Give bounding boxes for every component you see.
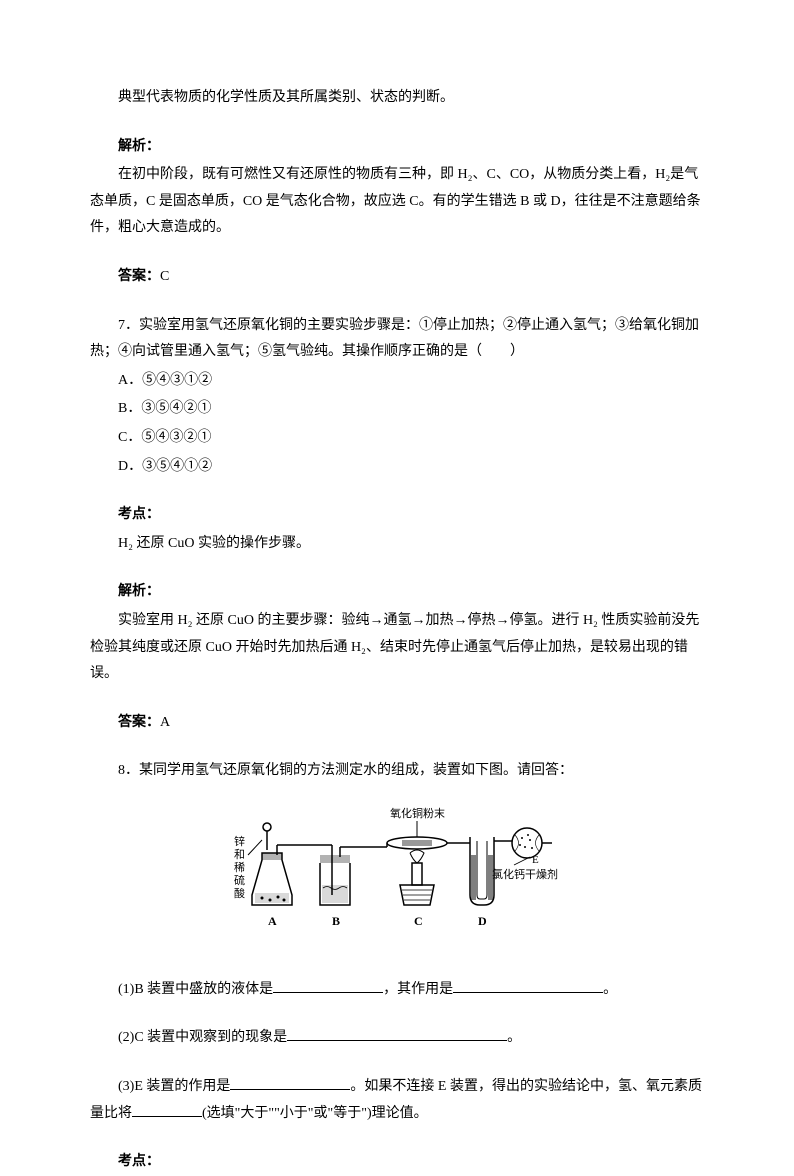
answer-line-7: 答案：A [90,710,704,737]
blank-3[interactable] [287,1027,507,1041]
label-right-2: 氯化钙干燥剂 [492,867,558,881]
q8-2-suffix: 。 [507,1030,521,1045]
option-d: D．③⑤④①② [90,454,704,481]
q8-1-prefix: (1)B 装置中盛放的液体是 [118,982,273,997]
intro-line: 典型代表物质的化学性质及其所属类别、状态的判断。 [90,85,704,112]
q8-1-mid: ，其作用是 [383,982,453,997]
option-b: B．③⑤④②① [90,396,704,423]
diagram-svg: 氧化铜粉末 锌 和 稀 硫 酸 [232,805,562,955]
label-left-5: 酸 [234,886,245,900]
label-top: 氧化铜粉末 [390,806,445,820]
label-d: D [478,914,487,928]
q8-sub1: (1)B 装置中盛放的液体是 ，其作用是 。 [90,977,704,1004]
option-c: C．⑤④③②① [90,425,704,452]
analysis-label-7: 解析： [90,579,704,606]
label-left-2: 和 [234,848,245,861]
label-left-3: 稀 [234,861,245,874]
answer-label-6: 答案： [118,269,160,284]
question8-stem: 8．某同学用氢气还原氧化铜的方法测定水的组成，装置如下图。请回答： [90,758,704,785]
label-e: E [532,854,539,866]
answer-line-6: 答案：C [90,264,704,291]
q8-sub2: (2)C 装置中观察到的现象是 。 [90,1025,704,1052]
analysis-text-7: 实验室用 H₂ 还原 CuO 的主要步骤：验纯→通氢→加热→停热→停氢。进行 H… [90,608,704,688]
blank-5[interactable] [132,1103,202,1117]
label-left-1: 锌 [234,834,245,848]
q8-sub3: (3)E 装置的作用是。如果不连接 E 装置，得出的实验结论中，氢、氧元素质量比… [90,1074,704,1127]
label-b: B [332,914,340,928]
answer-value-6: C [160,269,169,284]
option-a: A．⑤④③①② [90,368,704,395]
blank-4[interactable] [230,1076,350,1090]
label-a: A [268,914,277,928]
analysis-label-6: 解析： [90,134,704,161]
q8-1-suffix: 。 [603,982,617,997]
q8-3-prefix: (3)E 装置的作用是 [118,1079,230,1094]
answer-value-7: A [160,715,170,730]
answer-label-7: 答案： [118,715,160,730]
kaodian-label-7: 考点： [90,502,704,529]
kaodian-text-7: H₂ 还原 CuO 实验的操作步骤。 [90,531,704,558]
question7-stem: 7．实验室用氢气还原氧化铜的主要实验步骤是：①停止加热；②停止通入氢气；③给氧化… [90,313,704,366]
q8-3-mid2: (选填"大于""小于"或"等于")理论值。 [202,1106,428,1121]
blank-1[interactable] [273,979,383,993]
analysis-text-6: 在初中阶段，既有可燃性又有还原性的物质有三种，即 H₂、C、CO，从物质分类上看… [90,162,704,242]
label-c: C [414,914,423,928]
q8-2-prefix: (2)C 装置中观察到的现象是 [118,1030,287,1045]
apparatus-diagram: 氧化铜粉末 锌 和 稀 硫 酸 [90,805,704,955]
kaodian-label-8: 考点： [90,1149,704,1176]
blank-2[interactable] [453,979,603,993]
label-left-4: 硫 [234,873,245,887]
